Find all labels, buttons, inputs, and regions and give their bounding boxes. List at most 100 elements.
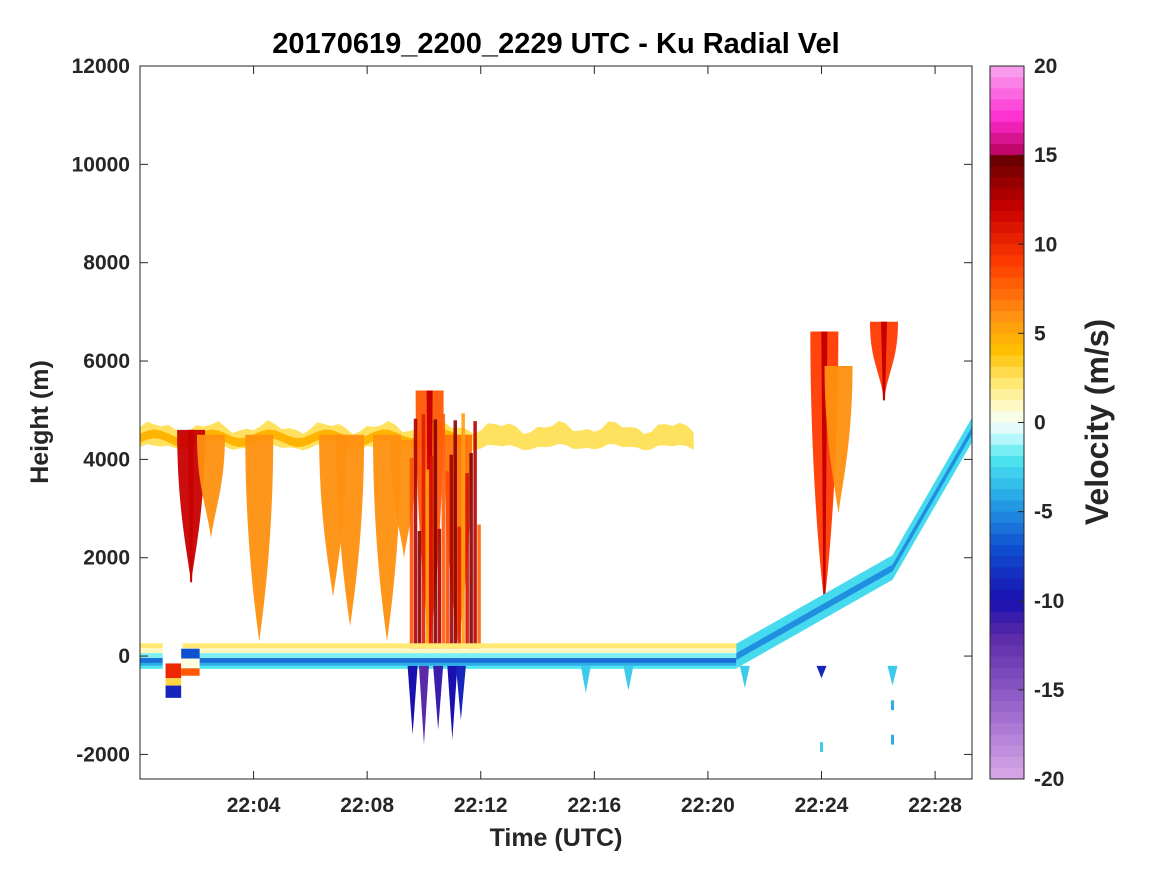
colorbar-segment [990, 155, 1024, 167]
colorbar-segment [990, 489, 1024, 501]
x-axis-ticks: 22:04 22:08 22:12 22:16 22:20 22:24 22:28 [227, 66, 962, 817]
colorbar-tick-label: 10 [1034, 233, 1057, 256]
y-tick-label: 6000 [83, 350, 130, 373]
colorbar-segment [990, 210, 1024, 223]
colorbar-tick-label: -10 [1034, 590, 1064, 613]
colorbar-segment [990, 199, 1024, 212]
velocity-patch-2 [165, 678, 182, 686]
colorbar-segment [990, 723, 1024, 735]
chart-title: 20170619_2200_2229 UTC - Ku Radial Vel [272, 28, 839, 60]
colorbar-segment [990, 266, 1024, 279]
colorbar-tick-label: -20 [1034, 768, 1064, 791]
isolated-echo-3 [890, 700, 894, 711]
y-axis-label: Height (m) [26, 360, 54, 484]
velocity-patch-1 [165, 663, 182, 679]
colorbar-segment [990, 422, 1024, 435]
colorbar-tick-label: 0 [1034, 412, 1046, 435]
colorbar-segment [990, 467, 1024, 479]
colorbar-segment [990, 689, 1024, 702]
colorbar-segment [990, 277, 1024, 290]
below-ground-spike-7 [623, 665, 634, 691]
y-tick-label: 2000 [83, 547, 130, 570]
y-tick-label: 10000 [72, 153, 130, 176]
colorbar-tick-label: 20 [1034, 55, 1057, 78]
colorbar-segment [990, 522, 1024, 535]
colorbar-segment [990, 500, 1024, 513]
radar-image [140, 321, 972, 752]
convective-streak [417, 530, 422, 649]
convective-streak [441, 413, 446, 649]
colorbar-segment [990, 667, 1024, 680]
velocity-patch-3 [165, 685, 182, 698]
colorbar-segment [990, 88, 1024, 100]
x-tick-label: 22:20 [681, 794, 735, 817]
x-tick-label: 22:28 [908, 794, 962, 817]
colorbar-segment [990, 299, 1024, 312]
colorbar [989, 65, 1025, 780]
x-tick-label: 22:16 [567, 794, 621, 817]
ground-band-layer-1 [140, 643, 737, 649]
colorbar-segment [990, 311, 1024, 323]
colorbar-segment [990, 221, 1024, 234]
convective-streak [445, 471, 450, 649]
ground-band-layer-4 [140, 658, 737, 663]
colorbar-segment [990, 166, 1024, 178]
y-tick-label: 4000 [83, 448, 130, 471]
y-tick-label: -2000 [76, 743, 130, 766]
colorbar-segment [990, 634, 1024, 646]
isolated-echo-2 [890, 734, 894, 745]
ground-band-layer-3 [140, 653, 737, 659]
below-ground-spike-1 [407, 665, 418, 735]
convective-streak [457, 526, 461, 649]
colorbar-tick-label: 5 [1034, 322, 1046, 345]
colorbar-segment [990, 545, 1024, 557]
velocity-patch-6 [181, 668, 200, 676]
below-ground-spike-3 [433, 665, 444, 730]
colorbar-segment [990, 478, 1024, 490]
colorbar-segment [990, 255, 1024, 268]
plot-border [139, 65, 973, 780]
fallstreak-3 [245, 434, 274, 642]
axes-frame [139, 65, 973, 780]
colorbar-segment [990, 400, 1024, 412]
velocity-patch-5 [181, 658, 200, 669]
below-ground-spike-10 [887, 665, 898, 686]
colorbar-segment [990, 600, 1024, 613]
colorbar-segment [990, 366, 1024, 379]
colorbar-segment [990, 556, 1024, 568]
x-axis-label: Time (UTC) [490, 824, 623, 852]
y-tick-label: 0 [118, 645, 130, 668]
colorbar-segment [990, 678, 1024, 691]
convective-streak [449, 454, 454, 649]
colorbar-segment [990, 756, 1024, 769]
colorbar-segment [990, 377, 1024, 390]
colorbar-segment [990, 656, 1024, 669]
colorbar-segment [990, 712, 1024, 724]
colorbar-segment [990, 734, 1024, 747]
colorbar-segment [990, 589, 1024, 602]
below-ground-spike-6 [580, 665, 591, 693]
colorbar-tick-label: 15 [1034, 144, 1058, 167]
colorbar-segment [990, 767, 1024, 780]
colorbar-segment [990, 355, 1024, 368]
x-tick-label: 22:08 [340, 794, 394, 817]
colorbar-segment [990, 177, 1024, 190]
fallstreak-core-1 [188, 429, 195, 583]
convective-streak [473, 421, 477, 649]
colorbar-segment [990, 344, 1024, 357]
below-ground-spike-4 [447, 665, 458, 740]
data-gap [162, 643, 183, 669]
colorbar-segment [990, 567, 1024, 579]
fallstreak-2 [196, 434, 225, 539]
colorbar-segment [990, 433, 1024, 446]
below-ground-spike-2 [418, 665, 429, 745]
colorbar-segment [990, 578, 1024, 591]
ground-band-layer-2 [140, 648, 737, 654]
colorbar-segment [990, 121, 1024, 134]
colorbar-segment [990, 411, 1024, 423]
y-tick-label: 12000 [72, 55, 130, 78]
convective-streak [421, 414, 426, 649]
convective-streak [409, 457, 414, 649]
convective-streak [469, 453, 473, 649]
colorbar-segment [990, 233, 1024, 245]
